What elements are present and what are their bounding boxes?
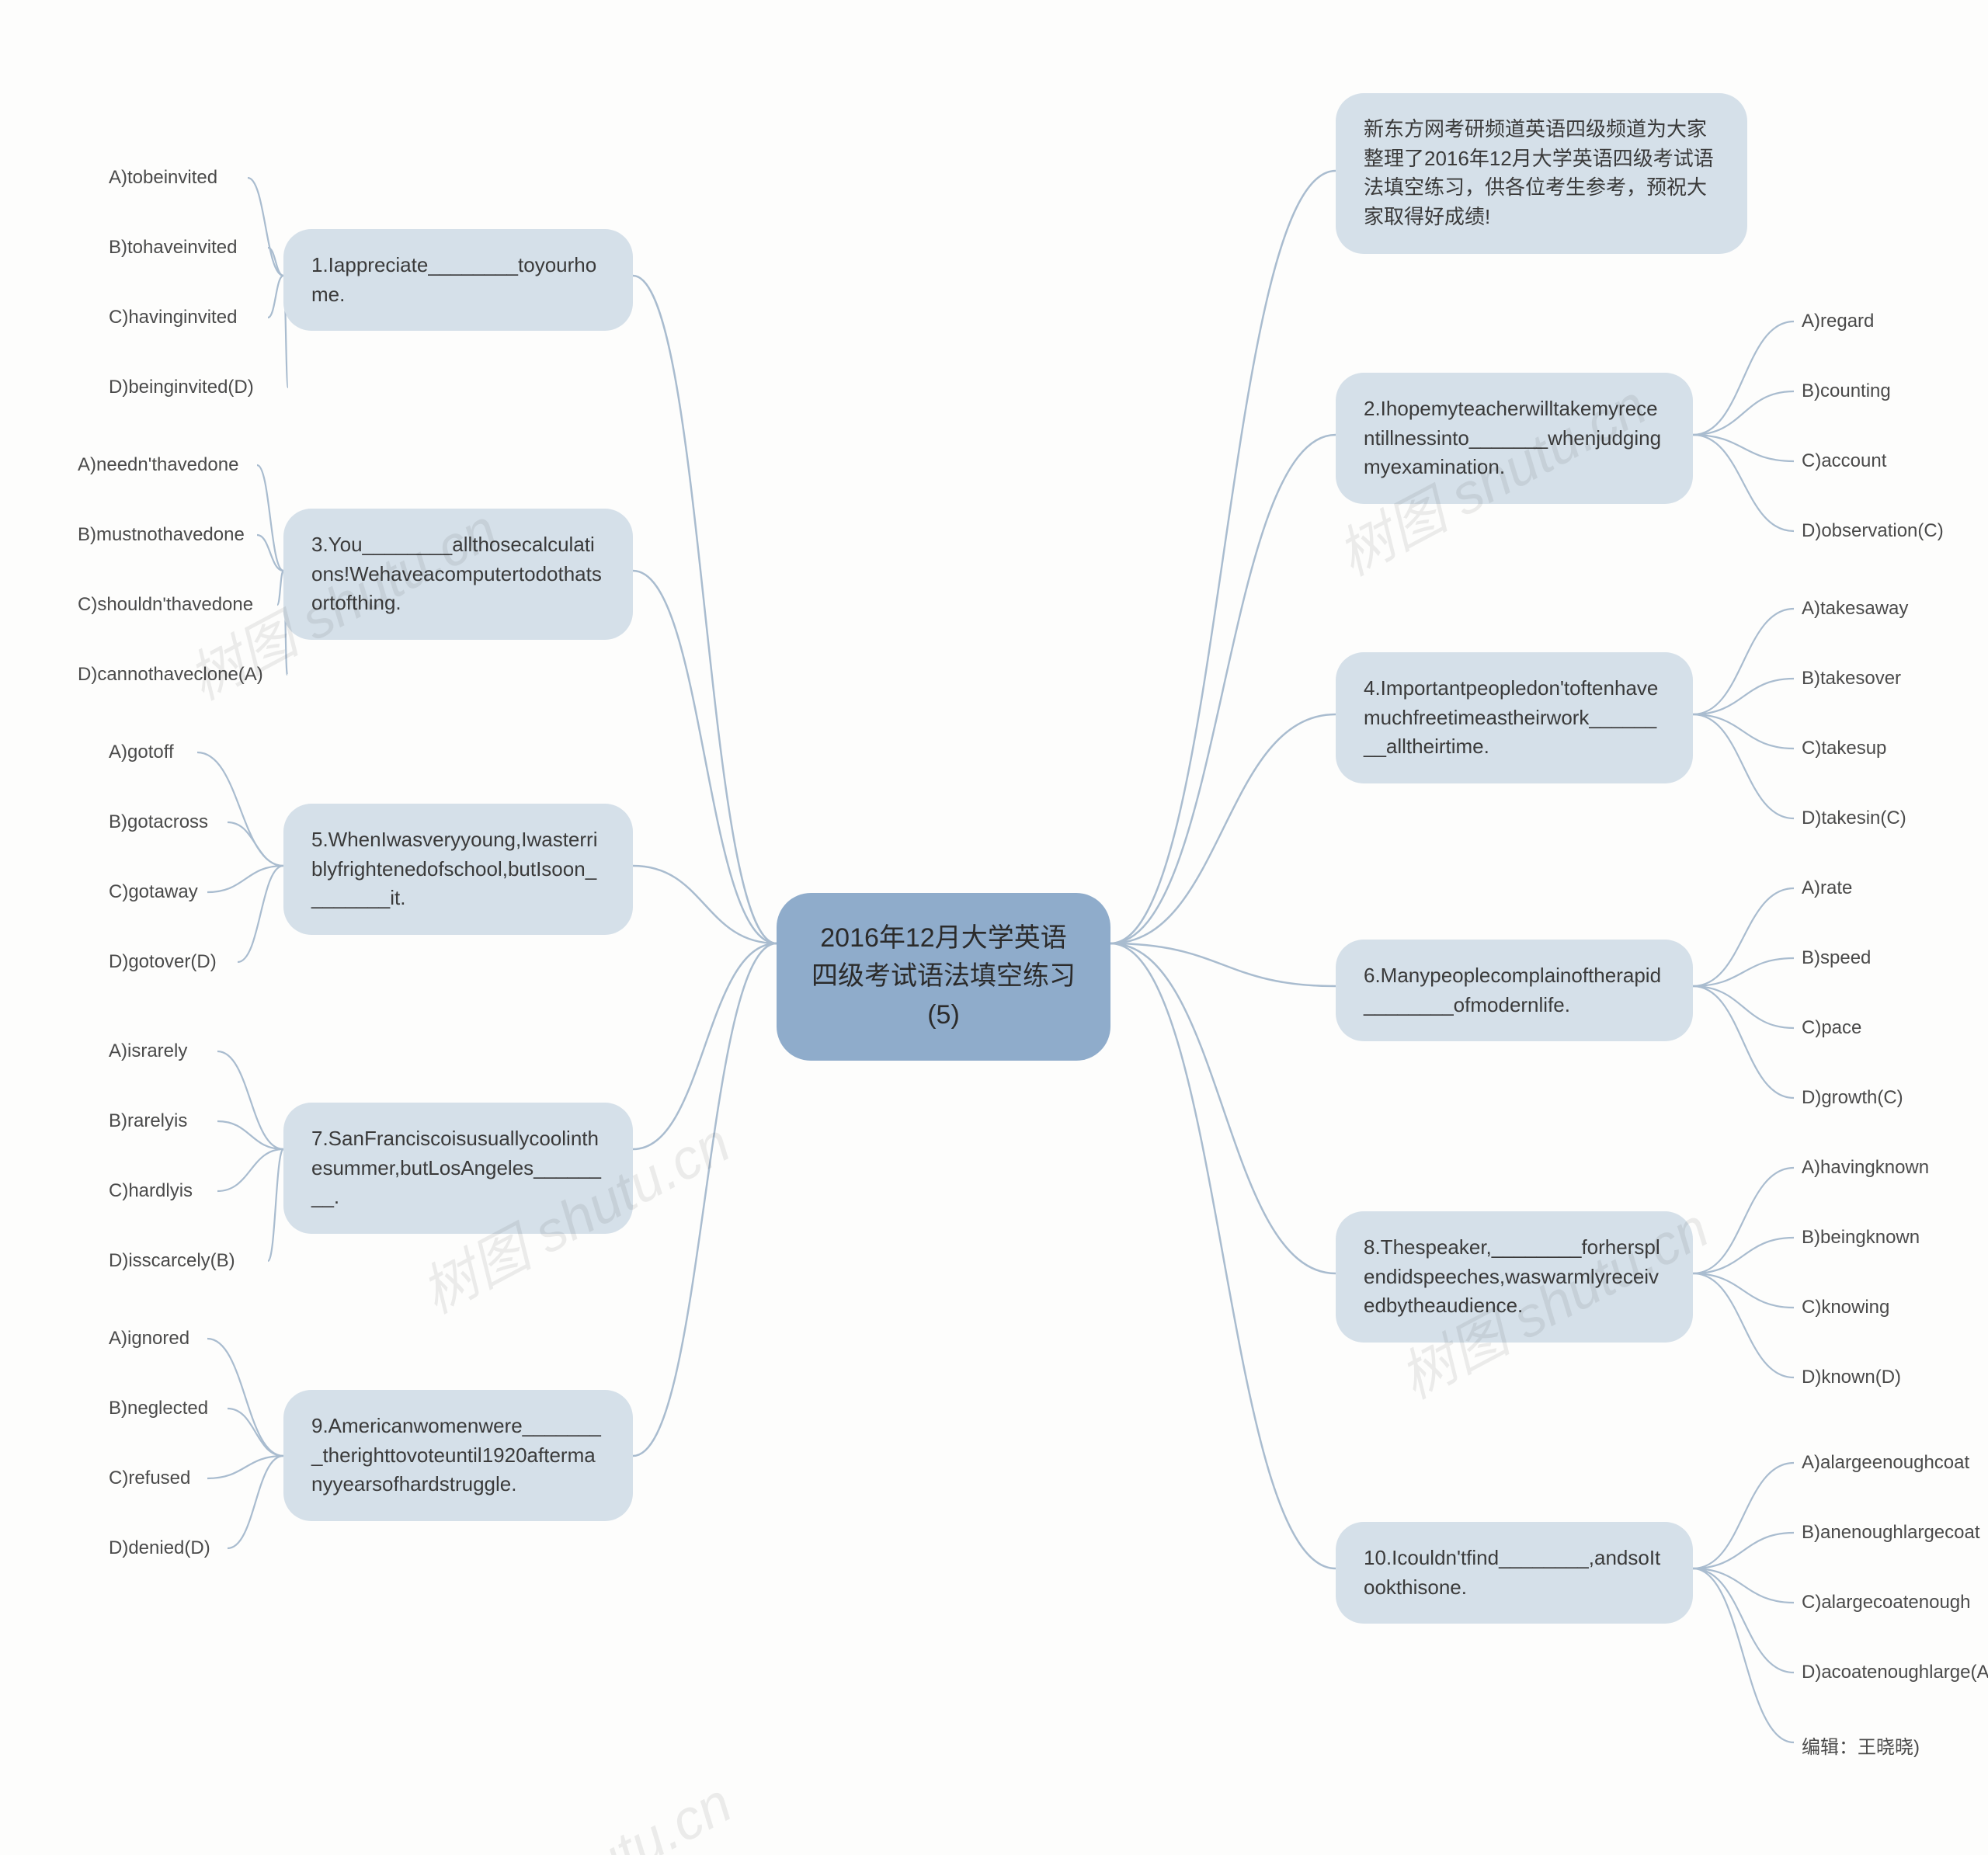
branch-q3: 3.You________allthosecalculations!Wehave… xyxy=(283,509,633,640)
leaf-q3-3: D)cannothaveclone(A) xyxy=(78,664,263,686)
branch-q8: 8.Thespeaker,________forhersplendidspeec… xyxy=(1336,1211,1693,1343)
leaf-q3-2: C)shouldn'thavedone xyxy=(78,594,253,616)
leaf-q1-1: B)tohaveinvited xyxy=(109,237,237,259)
watermark-4: shutu.cn xyxy=(526,1771,742,1855)
leaf-q8-0: A)havingknown xyxy=(1802,1157,1929,1179)
leaf-q10-0: A)alargeenoughcoat xyxy=(1802,1452,1969,1474)
branch-q10: 10.Icouldn'tfind________,andsoItookthiso… xyxy=(1336,1522,1693,1624)
leaf-q8-2: C)knowing xyxy=(1802,1297,1889,1318)
branch-q9: 9.Americanwomenwere________therighttovot… xyxy=(283,1390,633,1521)
leaf-q4-0: A)takesaway xyxy=(1802,598,1908,620)
leaf-q5-2: C)gotaway xyxy=(109,881,198,903)
leaf-q7-1: B)rarelyis xyxy=(109,1110,187,1132)
leaf-q10-4: 编辑：王晓晓) xyxy=(1802,1732,1920,1759)
leaf-q3-1: B)mustnothavedone xyxy=(78,524,245,546)
leaf-q10-3: D)acoatenoughlarge(A) xyxy=(1802,1662,1988,1683)
leaf-q2-0: A)regard xyxy=(1802,311,1874,332)
branch-q7: 7.SanFranciscoisusuallycoolinthesummer,b… xyxy=(283,1103,633,1234)
leaf-q10-1: B)anenoughlargecoat xyxy=(1802,1522,1980,1544)
leaf-q2-1: B)counting xyxy=(1802,380,1891,402)
leaf-q4-3: D)takesin(C) xyxy=(1802,808,1906,829)
branch-q2: 2.Ihopemyteacherwilltakemyrecentillnessi… xyxy=(1336,373,1693,504)
leaf-q6-3: D)growth(C) xyxy=(1802,1087,1903,1109)
branch-intro: 新东方网考研频道英语四级频道为大家整理了2016年12月大学英语四级考试语法填空… xyxy=(1336,93,1747,254)
leaf-q2-2: C)account xyxy=(1802,450,1886,472)
leaf-q1-3: D)beinginvited(D) xyxy=(109,377,254,398)
leaf-q6-0: A)rate xyxy=(1802,877,1852,899)
leaf-q5-1: B)gotacross xyxy=(109,811,208,833)
leaf-q4-1: B)takesover xyxy=(1802,668,1901,690)
branch-q4: 4.Importantpeopledon'toftenhavemuchfreet… xyxy=(1336,652,1693,783)
leaf-q9-1: B)neglected xyxy=(109,1398,208,1419)
leaf-q6-2: C)pace xyxy=(1802,1017,1861,1039)
center-node: 2016年12月大学英语四级考试语法填空练习(5) xyxy=(777,893,1110,1061)
leaf-q7-3: D)isscarcely(B) xyxy=(109,1250,235,1272)
branch-q5: 5.WhenIwasveryyoung,Iwasterriblyfrighten… xyxy=(283,804,633,935)
leaf-q1-0: A)tobeinvited xyxy=(109,167,217,189)
leaf-q4-2: C)takesup xyxy=(1802,738,1886,759)
branch-q1: 1.Iappreciate________toyourhome. xyxy=(283,229,633,331)
leaf-q7-2: C)hardlyis xyxy=(109,1180,193,1202)
leaf-q9-2: C)refused xyxy=(109,1468,190,1489)
leaf-q10-2: C)alargecoatenough xyxy=(1802,1592,1971,1614)
leaf-q8-3: D)known(D) xyxy=(1802,1367,1901,1388)
leaf-q5-3: D)gotover(D) xyxy=(109,951,217,973)
leaf-q8-1: B)beingknown xyxy=(1802,1227,1920,1249)
leaf-q5-0: A)gotoff xyxy=(109,742,174,763)
leaf-q1-2: C)havinginvited xyxy=(109,307,237,328)
leaf-q3-0: A)needn'thavedone xyxy=(78,454,238,476)
leaf-q6-1: B)speed xyxy=(1802,947,1871,969)
leaf-q9-0: A)ignored xyxy=(109,1328,189,1350)
leaf-q9-3: D)denied(D) xyxy=(109,1537,210,1559)
leaf-q7-0: A)israrely xyxy=(109,1040,187,1062)
leaf-q2-3: D)observation(C) xyxy=(1802,520,1944,542)
branch-q6: 6.Manypeoplecomplainoftherapid________of… xyxy=(1336,940,1693,1041)
